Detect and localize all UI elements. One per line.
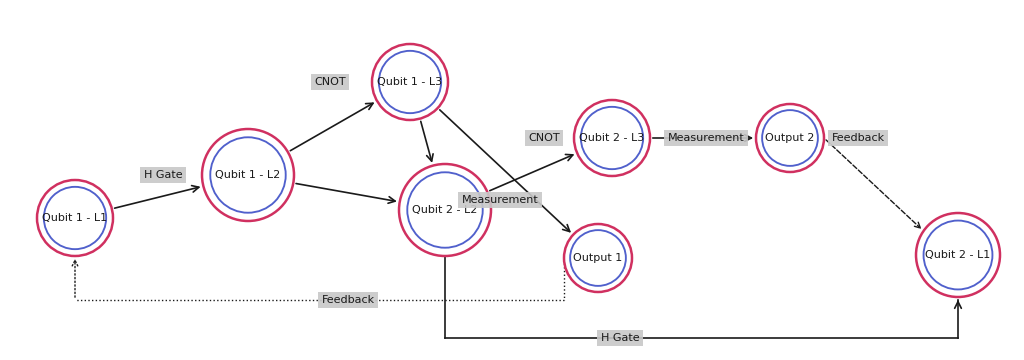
Circle shape (564, 224, 632, 292)
Text: Qubit 2 - L2: Qubit 2 - L2 (413, 205, 477, 215)
Text: Qubit 2 - L1: Qubit 2 - L1 (926, 250, 990, 260)
Text: Output 1: Output 1 (573, 253, 623, 263)
Circle shape (756, 104, 824, 172)
Text: H Gate: H Gate (601, 333, 639, 343)
Text: Feedback: Feedback (831, 133, 885, 143)
Text: CNOT: CNOT (528, 133, 560, 143)
Text: Measurement: Measurement (462, 195, 539, 205)
Text: Feedback: Feedback (322, 295, 375, 305)
Text: CNOT: CNOT (314, 77, 346, 87)
Text: Measurement: Measurement (668, 133, 744, 143)
Circle shape (399, 164, 490, 256)
Text: Qubit 1 - L3: Qubit 1 - L3 (378, 77, 442, 87)
Circle shape (372, 44, 449, 120)
Circle shape (37, 180, 113, 256)
Circle shape (916, 213, 1000, 297)
Text: Qubit 2 - L3: Qubit 2 - L3 (580, 133, 645, 143)
Text: Qubit 1 - L1: Qubit 1 - L1 (42, 213, 108, 223)
Text: H Gate: H Gate (143, 170, 182, 180)
Circle shape (574, 100, 650, 176)
Text: Qubit 1 - L2: Qubit 1 - L2 (215, 170, 281, 180)
Circle shape (202, 129, 294, 221)
Text: Output 2: Output 2 (765, 133, 815, 143)
